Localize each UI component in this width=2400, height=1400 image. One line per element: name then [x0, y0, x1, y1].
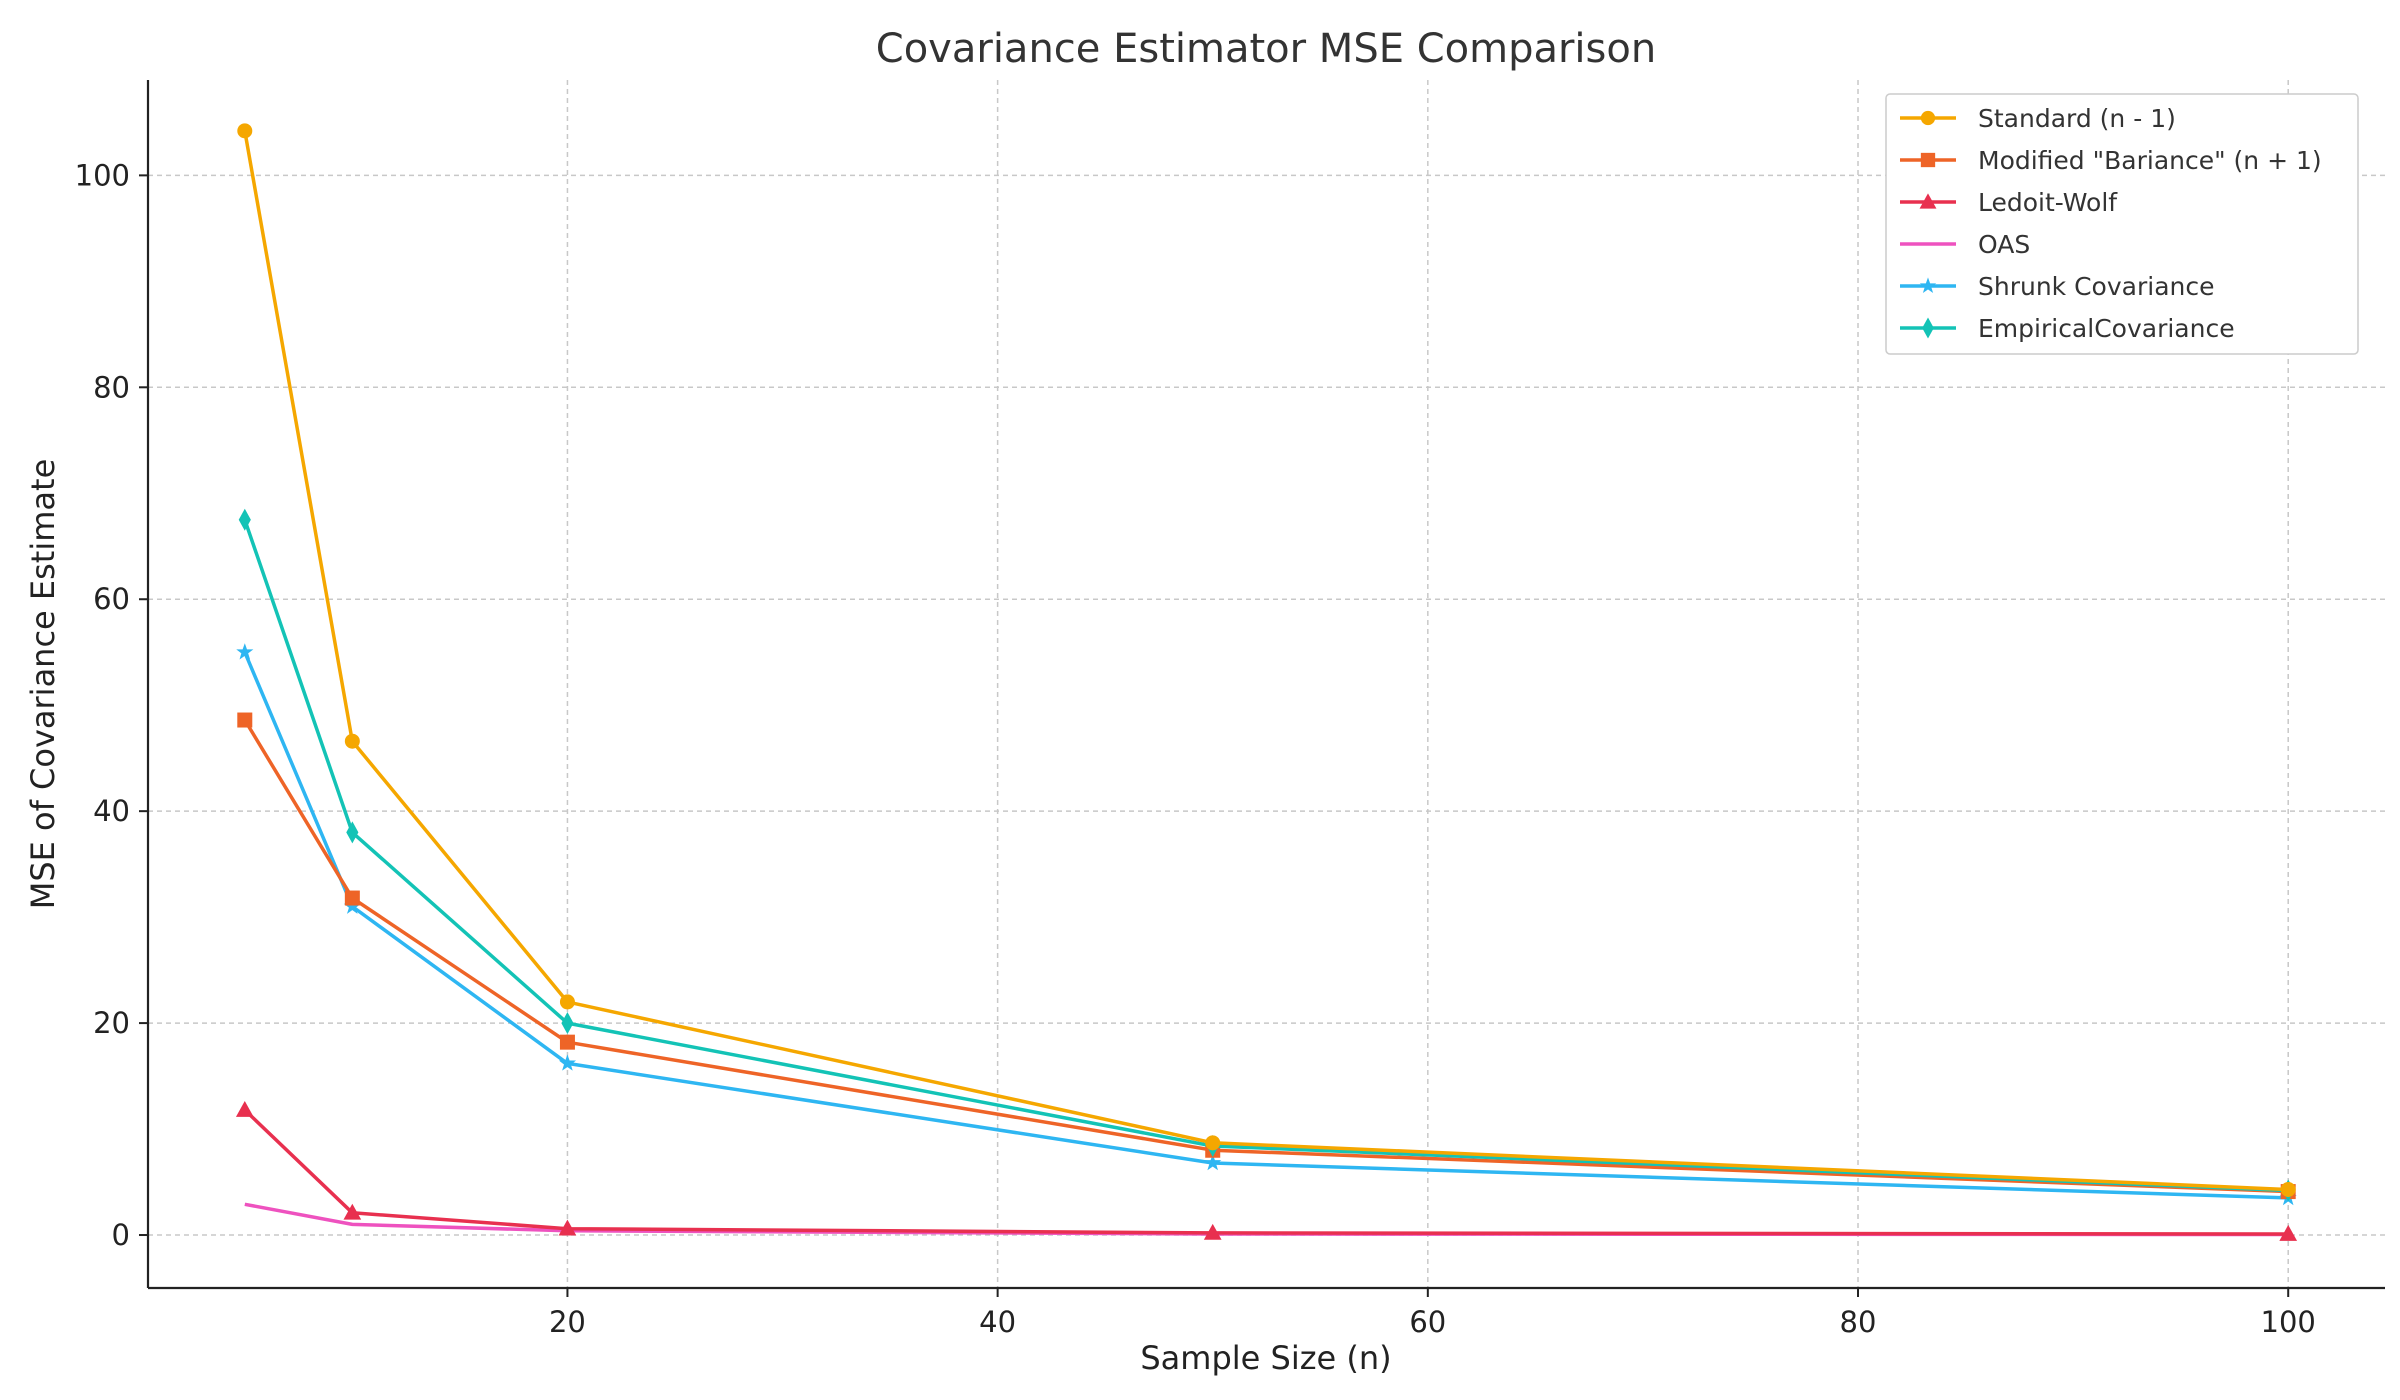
legend-item: Modified "Bariance" (n + 1)	[1900, 146, 2322, 175]
series-1	[237, 712, 2296, 1200]
y-tick-label: 0	[112, 1218, 130, 1252]
series-5	[238, 508, 2295, 1202]
legend-label: EmpiricalCovariance	[1978, 314, 2235, 343]
x-tick-label: 100	[2261, 1305, 2316, 1339]
x-axis-label: Sample Size (n)	[1140, 1339, 1391, 1377]
legend: Standard (n - 1) Modified "Bariance" (n +…	[1885, 93, 2359, 355]
y-tick-label: 100	[75, 158, 130, 192]
axes-layer	[146, 80, 2385, 1290]
y-tick-label: 20	[93, 1006, 130, 1040]
legend-item: Shrunk Covariance	[1900, 272, 2215, 301]
legend-frame	[1885, 93, 2359, 355]
series-line	[243, 519, 2289, 1193]
legend-item: EmpiricalCovariance	[1900, 314, 2235, 343]
data-point	[558, 1219, 577, 1236]
data-point	[235, 1100, 254, 1117]
legend-marker	[1919, 193, 1937, 209]
series-line	[243, 1108, 2289, 1236]
legend-marker	[1920, 110, 1936, 126]
legend-marker	[1919, 277, 1937, 294]
legend-label: Ledoit-Wolf	[1978, 188, 2118, 217]
data-point	[558, 1054, 577, 1071]
data-point	[559, 994, 575, 1010]
data-point	[1204, 1153, 1222, 1171]
data-point	[346, 821, 359, 844]
legend-marker	[1922, 317, 1934, 339]
legend-item: Standard (n - 1)	[1900, 104, 2176, 133]
legend-label: OAS	[1978, 230, 2030, 259]
series-line	[243, 719, 2289, 1194]
ticks-layer: 20 40 60 80 100 0 20 40 60 80 100	[75, 158, 2316, 1339]
x-tick-label: 60	[1409, 1305, 1446, 1339]
series-layer	[235, 123, 2298, 1241]
data-point	[2280, 1181, 2296, 1197]
legend-item: Ledoit-Wolf	[1900, 188, 2118, 217]
data-point	[237, 123, 253, 139]
series-line	[244, 1202, 2289, 1237]
legend-item: OAS	[1900, 230, 2030, 259]
series-line	[243, 651, 2289, 1200]
data-point	[1203, 1223, 1222, 1240]
y-tick-label: 60	[93, 582, 130, 616]
y-axis-label: MSE of Covariance Estimate	[24, 459, 62, 910]
data-point	[2279, 1224, 2298, 1241]
x-tick-label: 40	[979, 1305, 1016, 1339]
x-tick-label: 80	[1840, 1305, 1877, 1339]
chart-title: Covariance Estimator MSE Comparison	[876, 26, 1656, 72]
legend-marker	[1920, 152, 1936, 168]
y-tick-label: 80	[93, 370, 130, 404]
data-point	[559, 1034, 575, 1050]
data-point	[236, 643, 254, 660]
legend-label: Standard (n - 1)	[1978, 104, 2176, 133]
series-2	[235, 1100, 2298, 1241]
legend-label: Modified "Bariance" (n + 1)	[1978, 146, 2322, 175]
data-point	[237, 712, 253, 728]
x-tick-label: 20	[549, 1305, 586, 1339]
data-point	[343, 1203, 362, 1220]
data-point	[344, 733, 360, 749]
series-0	[237, 123, 2296, 1197]
y-tick-label: 40	[93, 794, 130, 828]
data-point	[561, 1012, 574, 1035]
legend-label: Shrunk Covariance	[1978, 272, 2215, 301]
series-3	[244, 1202, 2289, 1237]
data-point	[344, 890, 360, 906]
series-4	[236, 643, 2297, 1206]
data-point	[1205, 1135, 1221, 1151]
data-point	[238, 508, 251, 531]
